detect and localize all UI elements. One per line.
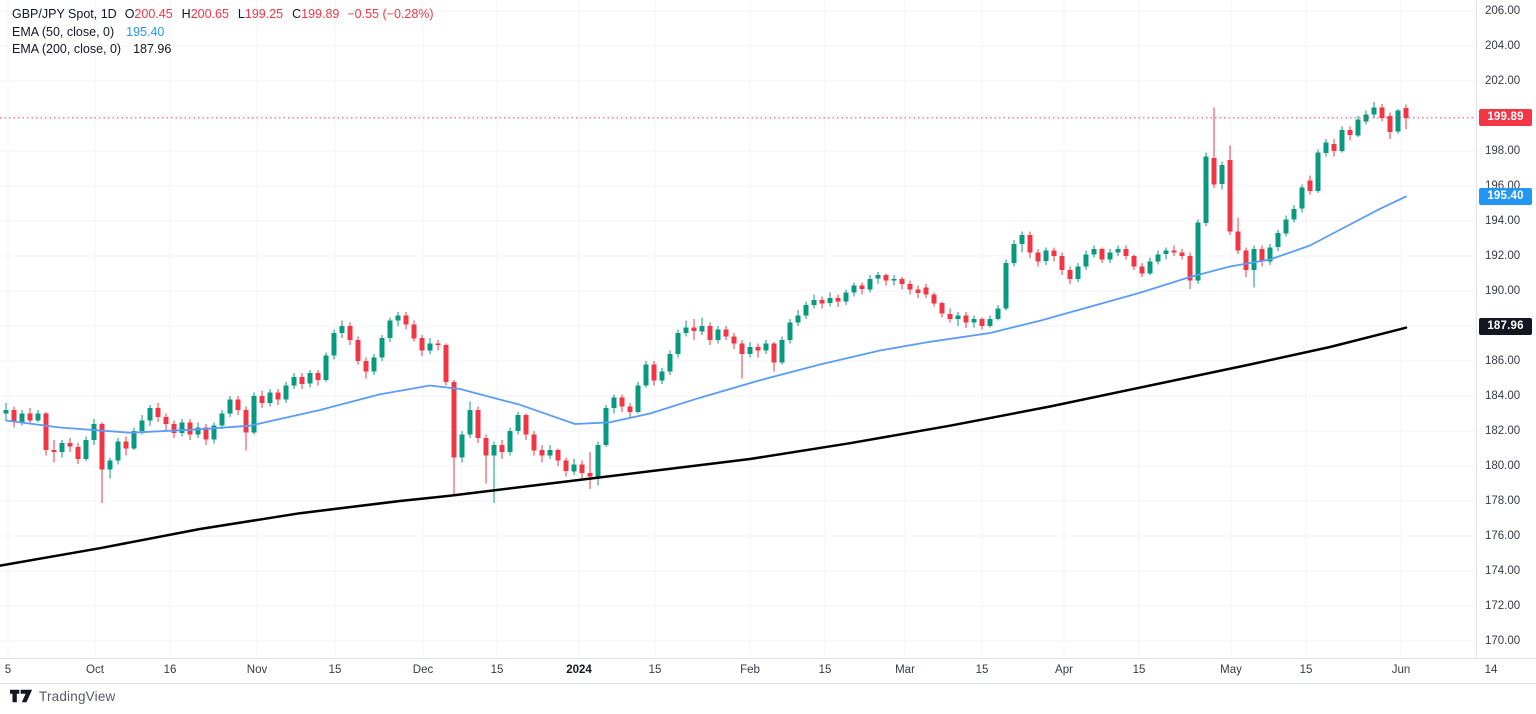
price-axis-label: 198.00: [1485, 145, 1521, 157]
legend-main-row[interactable]: GBP/JPY Spot, 1D O 200.45 H 200.65 L 199.25 C 1…: [12, 6, 434, 24]
price-axis-label: 194.00: [1485, 215, 1521, 227]
time-axis-label: Oct: [86, 664, 104, 676]
price-axis-label: 172.00: [1485, 600, 1521, 612]
price-axis-label: 170.00: [1485, 635, 1521, 647]
price-axis-label: 204.00: [1485, 40, 1521, 52]
price-axis-label: 190.00: [1485, 285, 1521, 297]
symbol-title[interactable]: GBP/JPY Spot, 1D: [12, 7, 117, 21]
price-axis-label: 192.00: [1485, 250, 1521, 262]
time-axis-label: 15: [975, 664, 989, 676]
ohlc-token: H 200.65: [181, 7, 229, 21]
price-axis-label: 206.00: [1485, 5, 1521, 17]
price-axis-label: 176.00: [1485, 530, 1521, 542]
time-axis-label: 15: [490, 664, 504, 676]
legend-ema50-row[interactable]: EMA (50, close, 0) 195.40: [12, 24, 434, 42]
time-axis-label: Apr: [1055, 664, 1073, 676]
time-axis-label: May: [1220, 664, 1242, 676]
chart-canvas[interactable]: GBP/JPY Spot, 1D O 200.45 H 200.65 L 199.25 C 1…: [0, 0, 1476, 658]
price-axis-label: 174.00: [1485, 565, 1521, 577]
candlestick-plot[interactable]: [0, 0, 1476, 658]
price-axis-label: 184.00: [1485, 390, 1521, 402]
ohlc-token: C 199.89: [292, 7, 340, 21]
time-axis-label: 15: [328, 664, 342, 676]
ohlc-values: O 200.45 H 200.65 L 199.25 C 199.89: [125, 6, 340, 24]
price-axis[interactable]: 170.00 172.00 174.00 176.00 178.00 180.00 182.…: [1476, 0, 1536, 658]
time-axis[interactable]: 5 Oct 16 Nov 15 Dec 15 2024 15 Feb 15 Mar 15 Apr 15 May…: [0, 658, 1536, 684]
ohlc-token: O 200.45: [124, 7, 173, 21]
price-axis-label: 186.00: [1485, 355, 1521, 367]
ema50-value: 195.40: [126, 24, 165, 39]
price-axis-label: 202.00: [1485, 75, 1521, 87]
price-change: −0.55 (−0.28%): [347, 7, 434, 21]
time-axis-label: 2024: [566, 664, 592, 676]
time-axis-label: Jun: [1391, 664, 1411, 676]
time-axis-label: Mar: [895, 664, 915, 676]
time-axis-label: 16: [163, 664, 177, 676]
time-axis-label: 14: [1484, 664, 1498, 676]
time-axis-label: 15: [1299, 664, 1313, 676]
price-axis-label: 178.00: [1485, 495, 1521, 507]
time-axis-label: 5: [4, 664, 12, 676]
price-badge-ema200: 187.96: [1479, 318, 1532, 336]
tradingview-watermark[interactable]: TradingView: [10, 688, 116, 704]
tradingview-watermark-text: TradingView: [39, 688, 116, 704]
time-axis-label: 15: [818, 664, 832, 676]
price-badge-last: 199.89: [1479, 109, 1532, 127]
ohlc-token: L 199.25: [237, 7, 284, 21]
price-axis-label: 182.00: [1485, 425, 1521, 437]
time-axis-label: Dec: [412, 664, 434, 676]
time-axis-label: 15: [648, 664, 662, 676]
ema200-label: EMA (200, close, 0): [12, 42, 122, 56]
legend-ema200-row[interactable]: EMA (200, close, 0) 187.96: [12, 41, 434, 59]
ema50-label: EMA (50, close, 0): [12, 24, 115, 39]
time-axis-label: Nov: [246, 664, 268, 676]
price-badge-ema50: 195.40: [1479, 188, 1532, 205]
legend: GBP/JPY Spot, 1D O 200.45 H 200.65 L 199.25 C 1…: [12, 6, 434, 59]
time-axis-label: Feb: [740, 664, 760, 676]
price-axis-label: 180.00: [1485, 460, 1521, 472]
ema200-value: 187.96: [133, 42, 172, 56]
tradingview-logo-icon: [10, 689, 33, 703]
time-axis-label: 15: [1132, 664, 1146, 676]
